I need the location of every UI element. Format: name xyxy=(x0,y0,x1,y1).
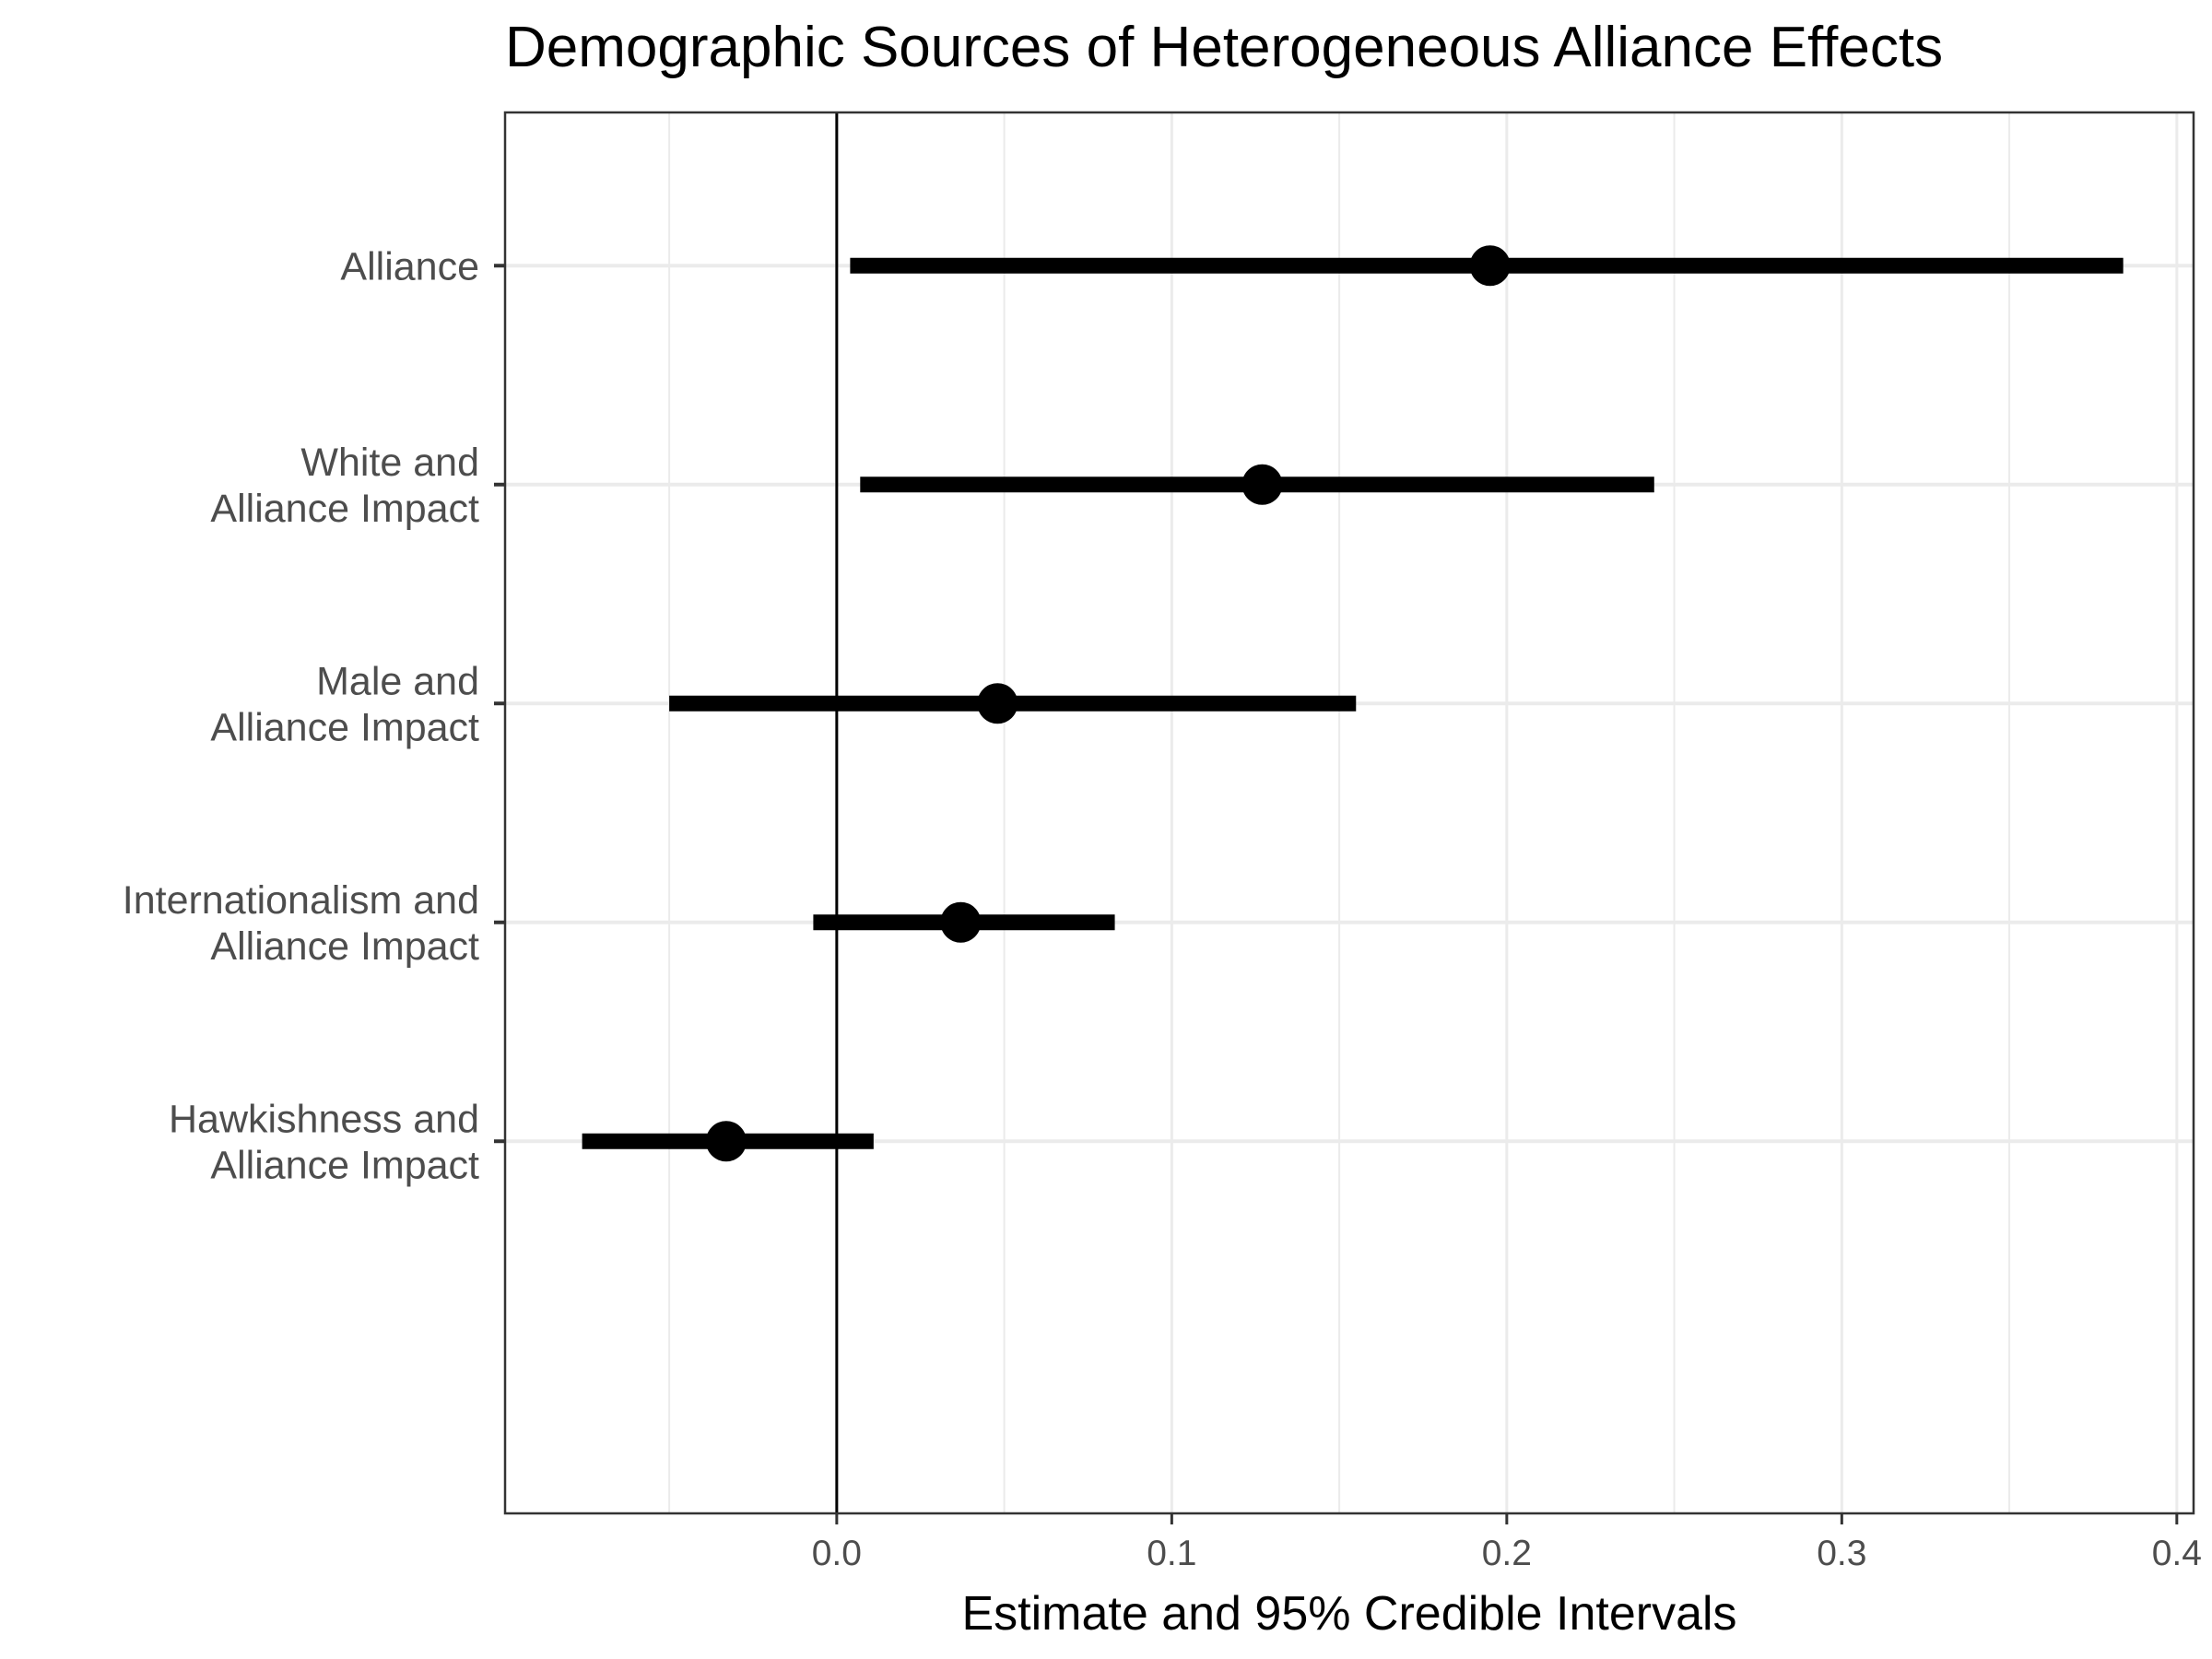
x-tick-label: 0.2 xyxy=(1482,1534,1532,1573)
y-category-label: Alliance Impact xyxy=(210,487,479,531)
y-category-label: White and xyxy=(300,441,479,485)
x-axis: 0.0 0.1 0.2 0.3 0.4 xyxy=(812,1513,2202,1573)
y-category-label: Alliance Impact xyxy=(210,705,479,749)
grid-lines xyxy=(505,112,2194,1513)
estimates xyxy=(582,245,2124,1162)
estimate-point xyxy=(1469,245,1511,287)
panel-border xyxy=(503,111,2195,1515)
x-tick-label: 0.4 xyxy=(2152,1534,2202,1573)
x-tick-label: 0.3 xyxy=(1817,1534,1866,1573)
y-category-label: Alliance Impact xyxy=(210,1143,479,1187)
x-axis-title: Estimate and 95% Credible Intervals xyxy=(961,1587,1736,1641)
estimate-point xyxy=(1241,464,1283,505)
y-category-label: Alliance Impact xyxy=(210,924,479,969)
y-category-label: Alliance xyxy=(340,244,479,288)
x-tick-label: 0.1 xyxy=(1147,1534,1196,1573)
y-category-label: Male and xyxy=(316,659,479,703)
estimate-point xyxy=(705,1121,747,1162)
estimate-point xyxy=(940,901,982,943)
estimate-point xyxy=(977,683,1018,724)
x-tick-label: 0.0 xyxy=(812,1534,862,1573)
chart-title: Demographic Sources of Heterogeneous All… xyxy=(505,16,1944,79)
y-category-label: Internationalism and xyxy=(123,878,479,923)
y-category-label: Hawkishness and xyxy=(169,1097,479,1141)
